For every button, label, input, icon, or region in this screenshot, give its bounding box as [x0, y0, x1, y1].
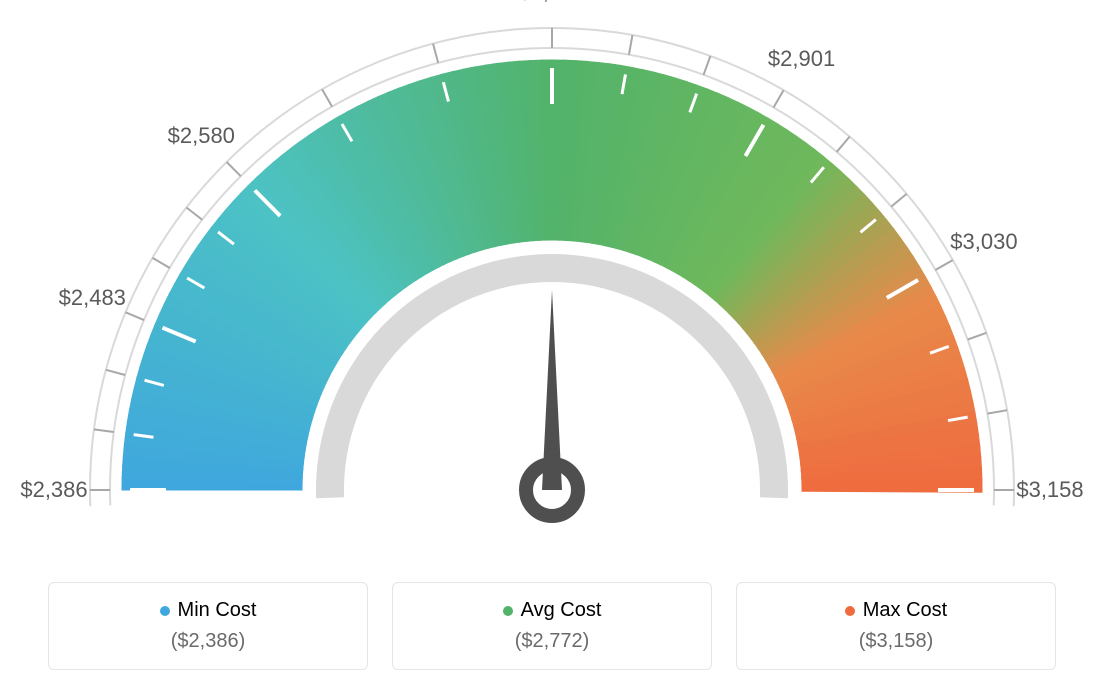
gauge-tick-label: $2,386	[20, 477, 87, 503]
gauge-tick-label: $2,901	[768, 46, 835, 72]
legend-dot-avg	[503, 606, 513, 616]
gauge-tick-label: $2,580	[168, 123, 235, 149]
gauge-tick-label: $3,158	[1016, 477, 1083, 503]
legend-title-avg: Avg Cost	[503, 599, 602, 622]
legend-label-avg: Avg Cost	[521, 599, 602, 622]
legend-dot-max	[845, 606, 855, 616]
legend-title-min: Min Cost	[160, 599, 257, 622]
legend-value-avg: ($2,772)	[405, 630, 699, 653]
gauge-tick-label: $3,030	[950, 229, 1017, 255]
gauge-tick-label: $2,772	[518, 0, 585, 5]
legend-row: Min Cost ($2,386) Avg Cost ($2,772) Max …	[0, 582, 1104, 670]
legend-card-min: Min Cost ($2,386)	[48, 582, 368, 670]
legend-card-max: Max Cost ($3,158)	[736, 582, 1056, 670]
legend-card-avg: Avg Cost ($2,772)	[392, 582, 712, 670]
legend-label-min: Min Cost	[178, 599, 257, 622]
legend-dot-min	[160, 606, 170, 616]
gauge-svg	[0, 0, 1104, 560]
legend-title-max: Max Cost	[845, 599, 947, 622]
legend-value-min: ($2,386)	[61, 630, 355, 653]
legend-label-max: Max Cost	[863, 599, 947, 622]
gauge-chart: $2,386 $2,483 $2,580 $2,772 $2,901 $3,030 $3,1…	[0, 0, 1104, 560]
gauge-tick-label: $2,483	[59, 285, 126, 311]
legend-value-max: ($3,158)	[749, 630, 1043, 653]
